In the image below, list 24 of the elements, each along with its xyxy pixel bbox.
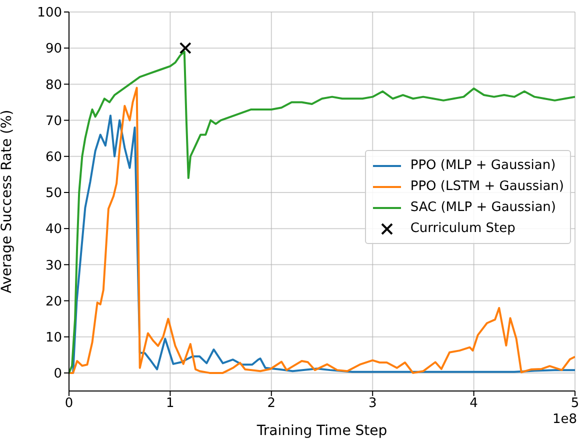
y-tick-label: 90 xyxy=(45,42,62,57)
y-tick-label: 100 xyxy=(37,6,62,21)
x-tick-label: 5 xyxy=(570,396,580,412)
x-tick-label: 0 xyxy=(64,396,74,412)
y-tick-label: 50 xyxy=(45,186,62,202)
x-tick-label: 3 xyxy=(368,396,377,412)
text: 1e8 xyxy=(552,412,577,427)
legend-label: SAC (MLP + Gaussian) xyxy=(410,200,556,215)
y-tick-label: 30 xyxy=(45,258,62,274)
y-tick-label: 40 xyxy=(45,222,62,238)
legend-label: PPO (LSTM + Gaussian) xyxy=(410,179,564,194)
y-tick-label: 10 xyxy=(45,330,62,346)
y-tick-label: 80 xyxy=(45,78,62,93)
x-tick-label: 1 xyxy=(166,396,174,412)
y-tick-label: 70 xyxy=(45,114,62,129)
x-axis-title: Training Time Step xyxy=(256,423,388,439)
legend-label: PPO (MLP + Gaussian) xyxy=(410,158,556,173)
y-tick-label: 20 xyxy=(45,294,62,310)
y-tick-label: 0 xyxy=(54,366,62,382)
x-tick-label: 4 xyxy=(470,396,478,412)
legend-label: Curriculum Step xyxy=(410,221,516,236)
y-tick-label: 60 xyxy=(45,150,62,165)
x-tick-label: 2 xyxy=(267,396,276,412)
y-axis-title: Average Success Rate (%) xyxy=(0,110,15,294)
